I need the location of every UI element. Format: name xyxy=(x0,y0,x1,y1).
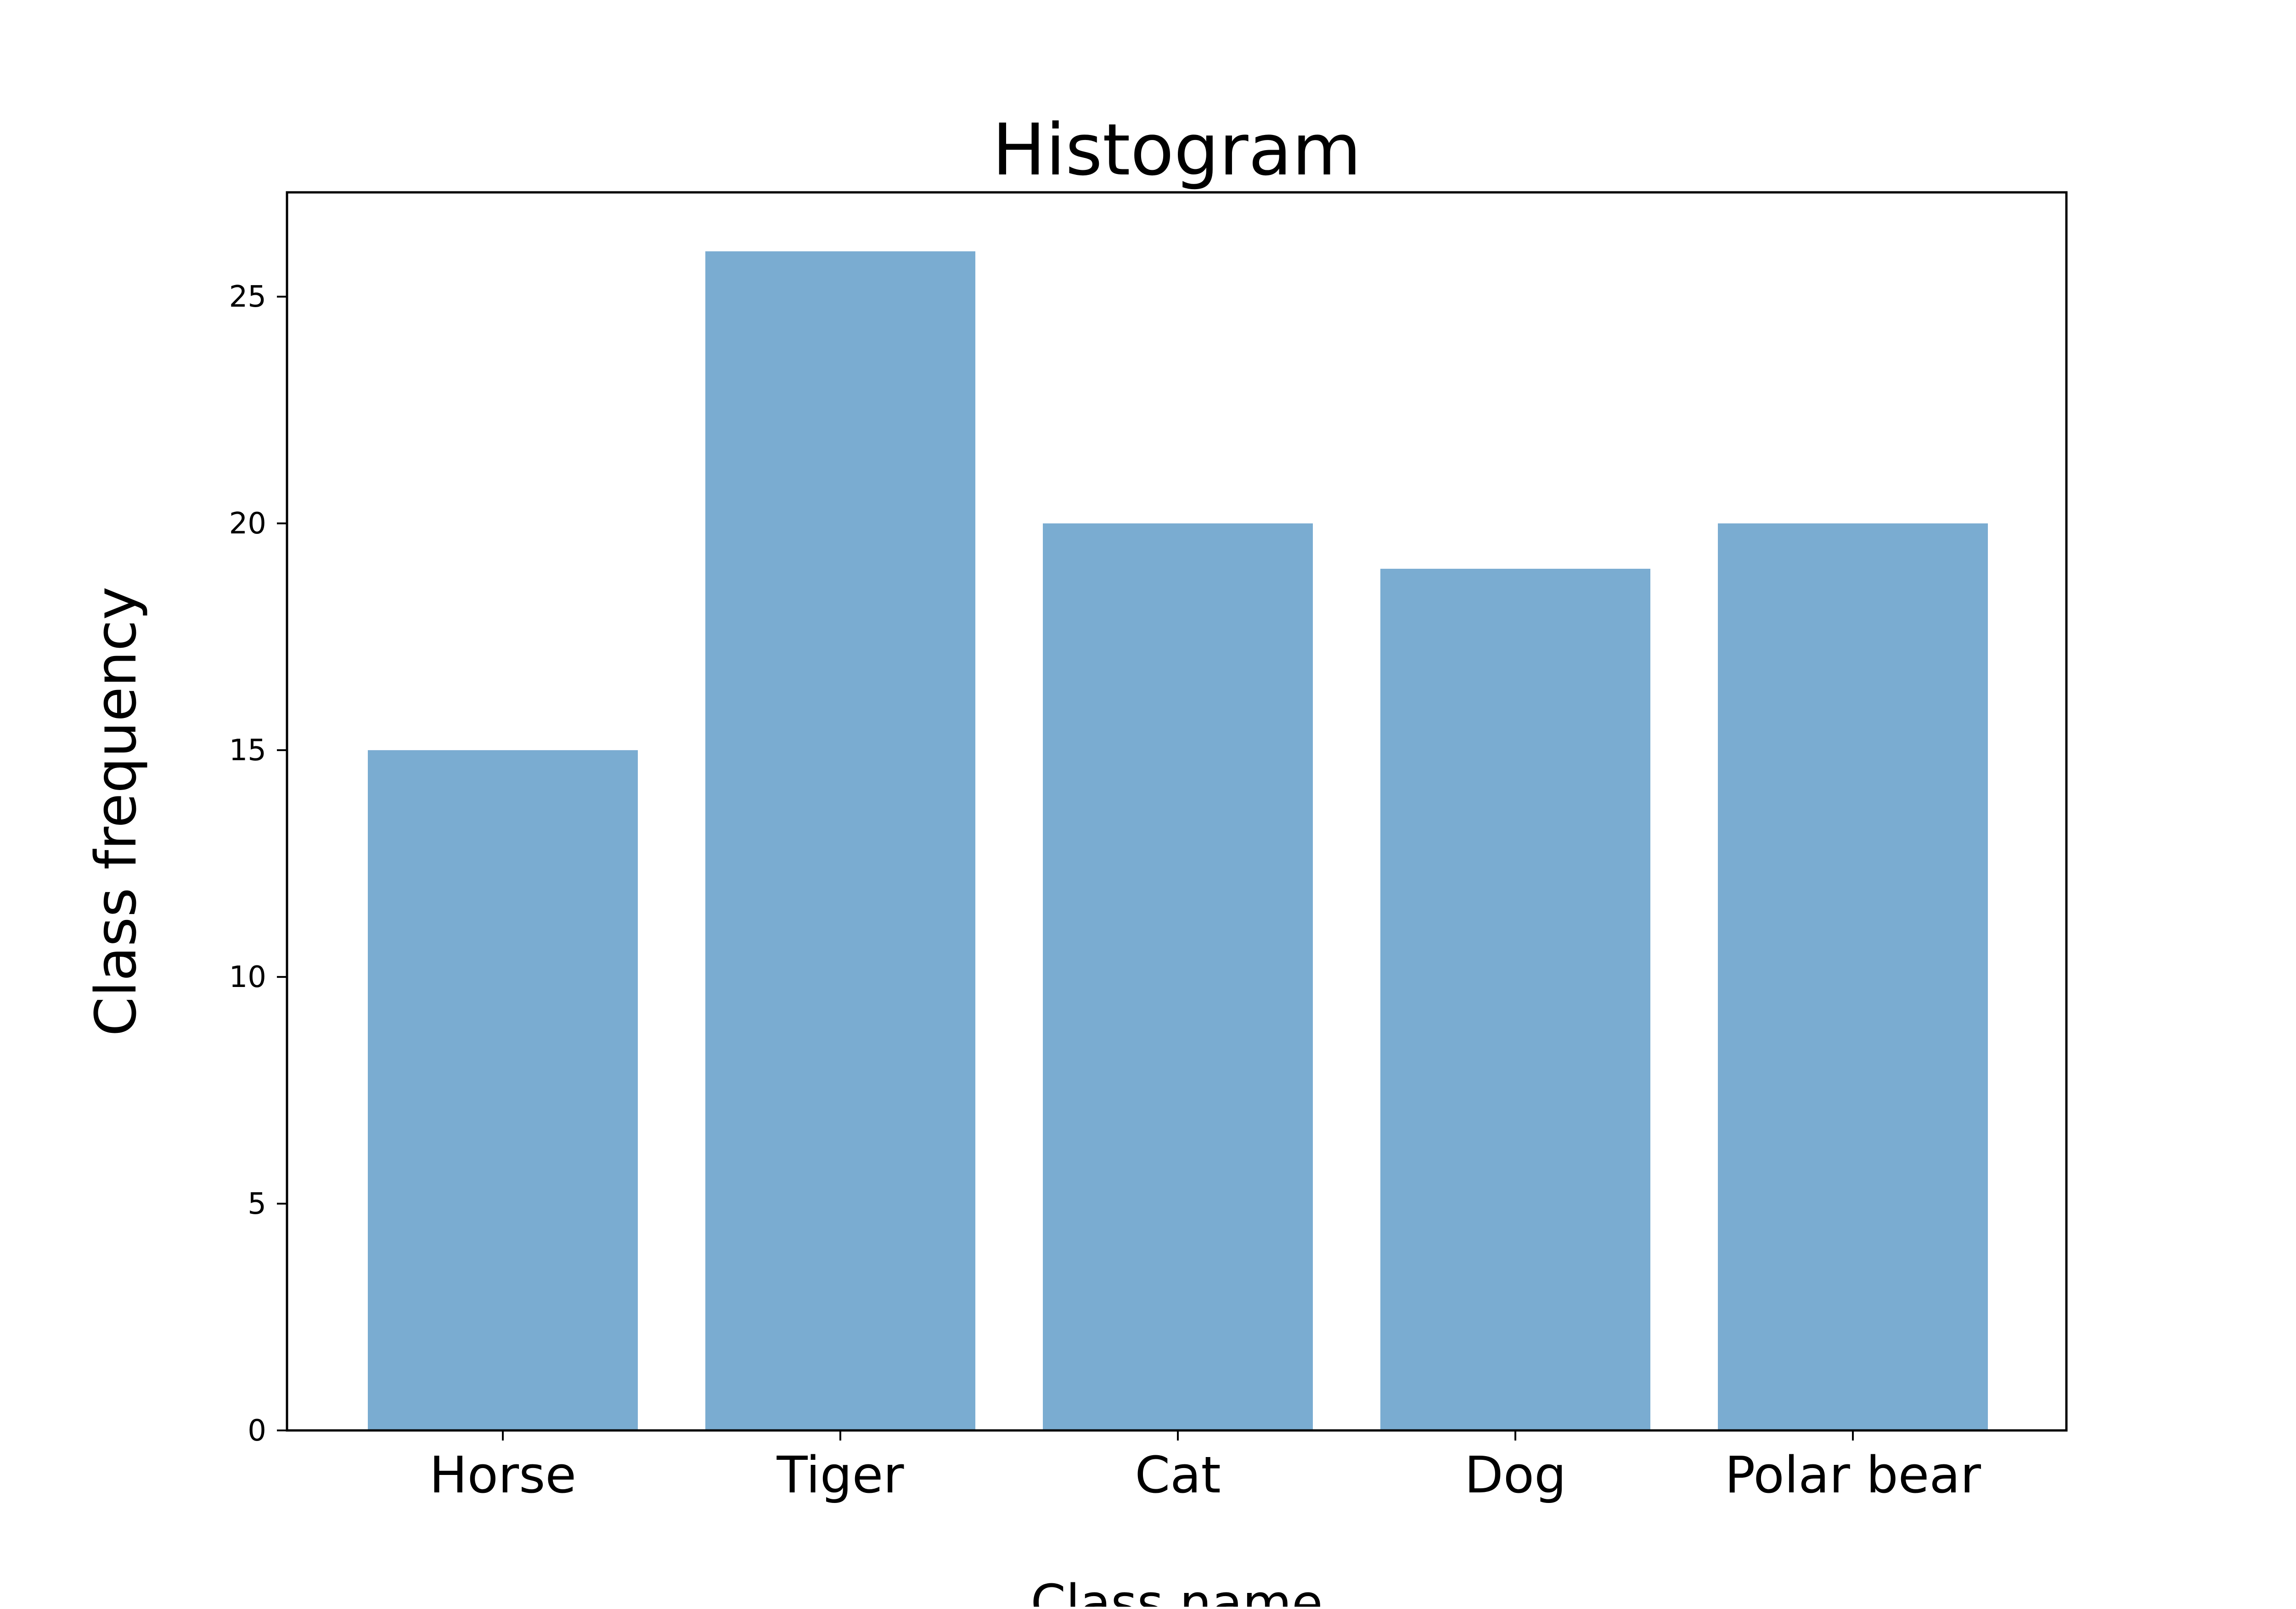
y-axis-label: Class frequency xyxy=(84,587,149,1037)
bars-layer xyxy=(368,251,1988,1430)
y-tick-label: 20 xyxy=(229,507,266,541)
y-tick-label: 0 xyxy=(248,1414,266,1448)
x-axis-ticks: Horse Tiger Cat Dog Polar bear xyxy=(429,1430,1981,1504)
bar-cat xyxy=(1043,523,1313,1430)
x-tick-label: Polar bear xyxy=(1725,1446,1981,1504)
bar-tiger xyxy=(705,251,975,1430)
x-tick-label: Horse xyxy=(429,1446,576,1504)
axes-layer xyxy=(286,191,2068,1432)
plot-frame xyxy=(286,191,2068,1432)
bar-dog xyxy=(1380,568,1650,1430)
x-tick-label: Dog xyxy=(1464,1446,1566,1504)
y-tick-label: 15 xyxy=(229,734,266,768)
y-tick-label: 10 xyxy=(229,960,266,994)
y-tick-label: 25 xyxy=(229,280,266,314)
y-tick-label: 5 xyxy=(248,1187,266,1221)
y-axis-ticks: 0 5 10 15 20 25 xyxy=(229,280,287,1448)
x-tick-label: Cat xyxy=(1135,1446,1221,1504)
x-tick-label: Tiger xyxy=(776,1446,904,1504)
bar-polar-bear xyxy=(1718,523,1988,1430)
bar-horse xyxy=(368,750,638,1430)
x-axis-label: Class name xyxy=(1030,1574,1322,1607)
chart-title: Histogram xyxy=(992,108,1361,191)
